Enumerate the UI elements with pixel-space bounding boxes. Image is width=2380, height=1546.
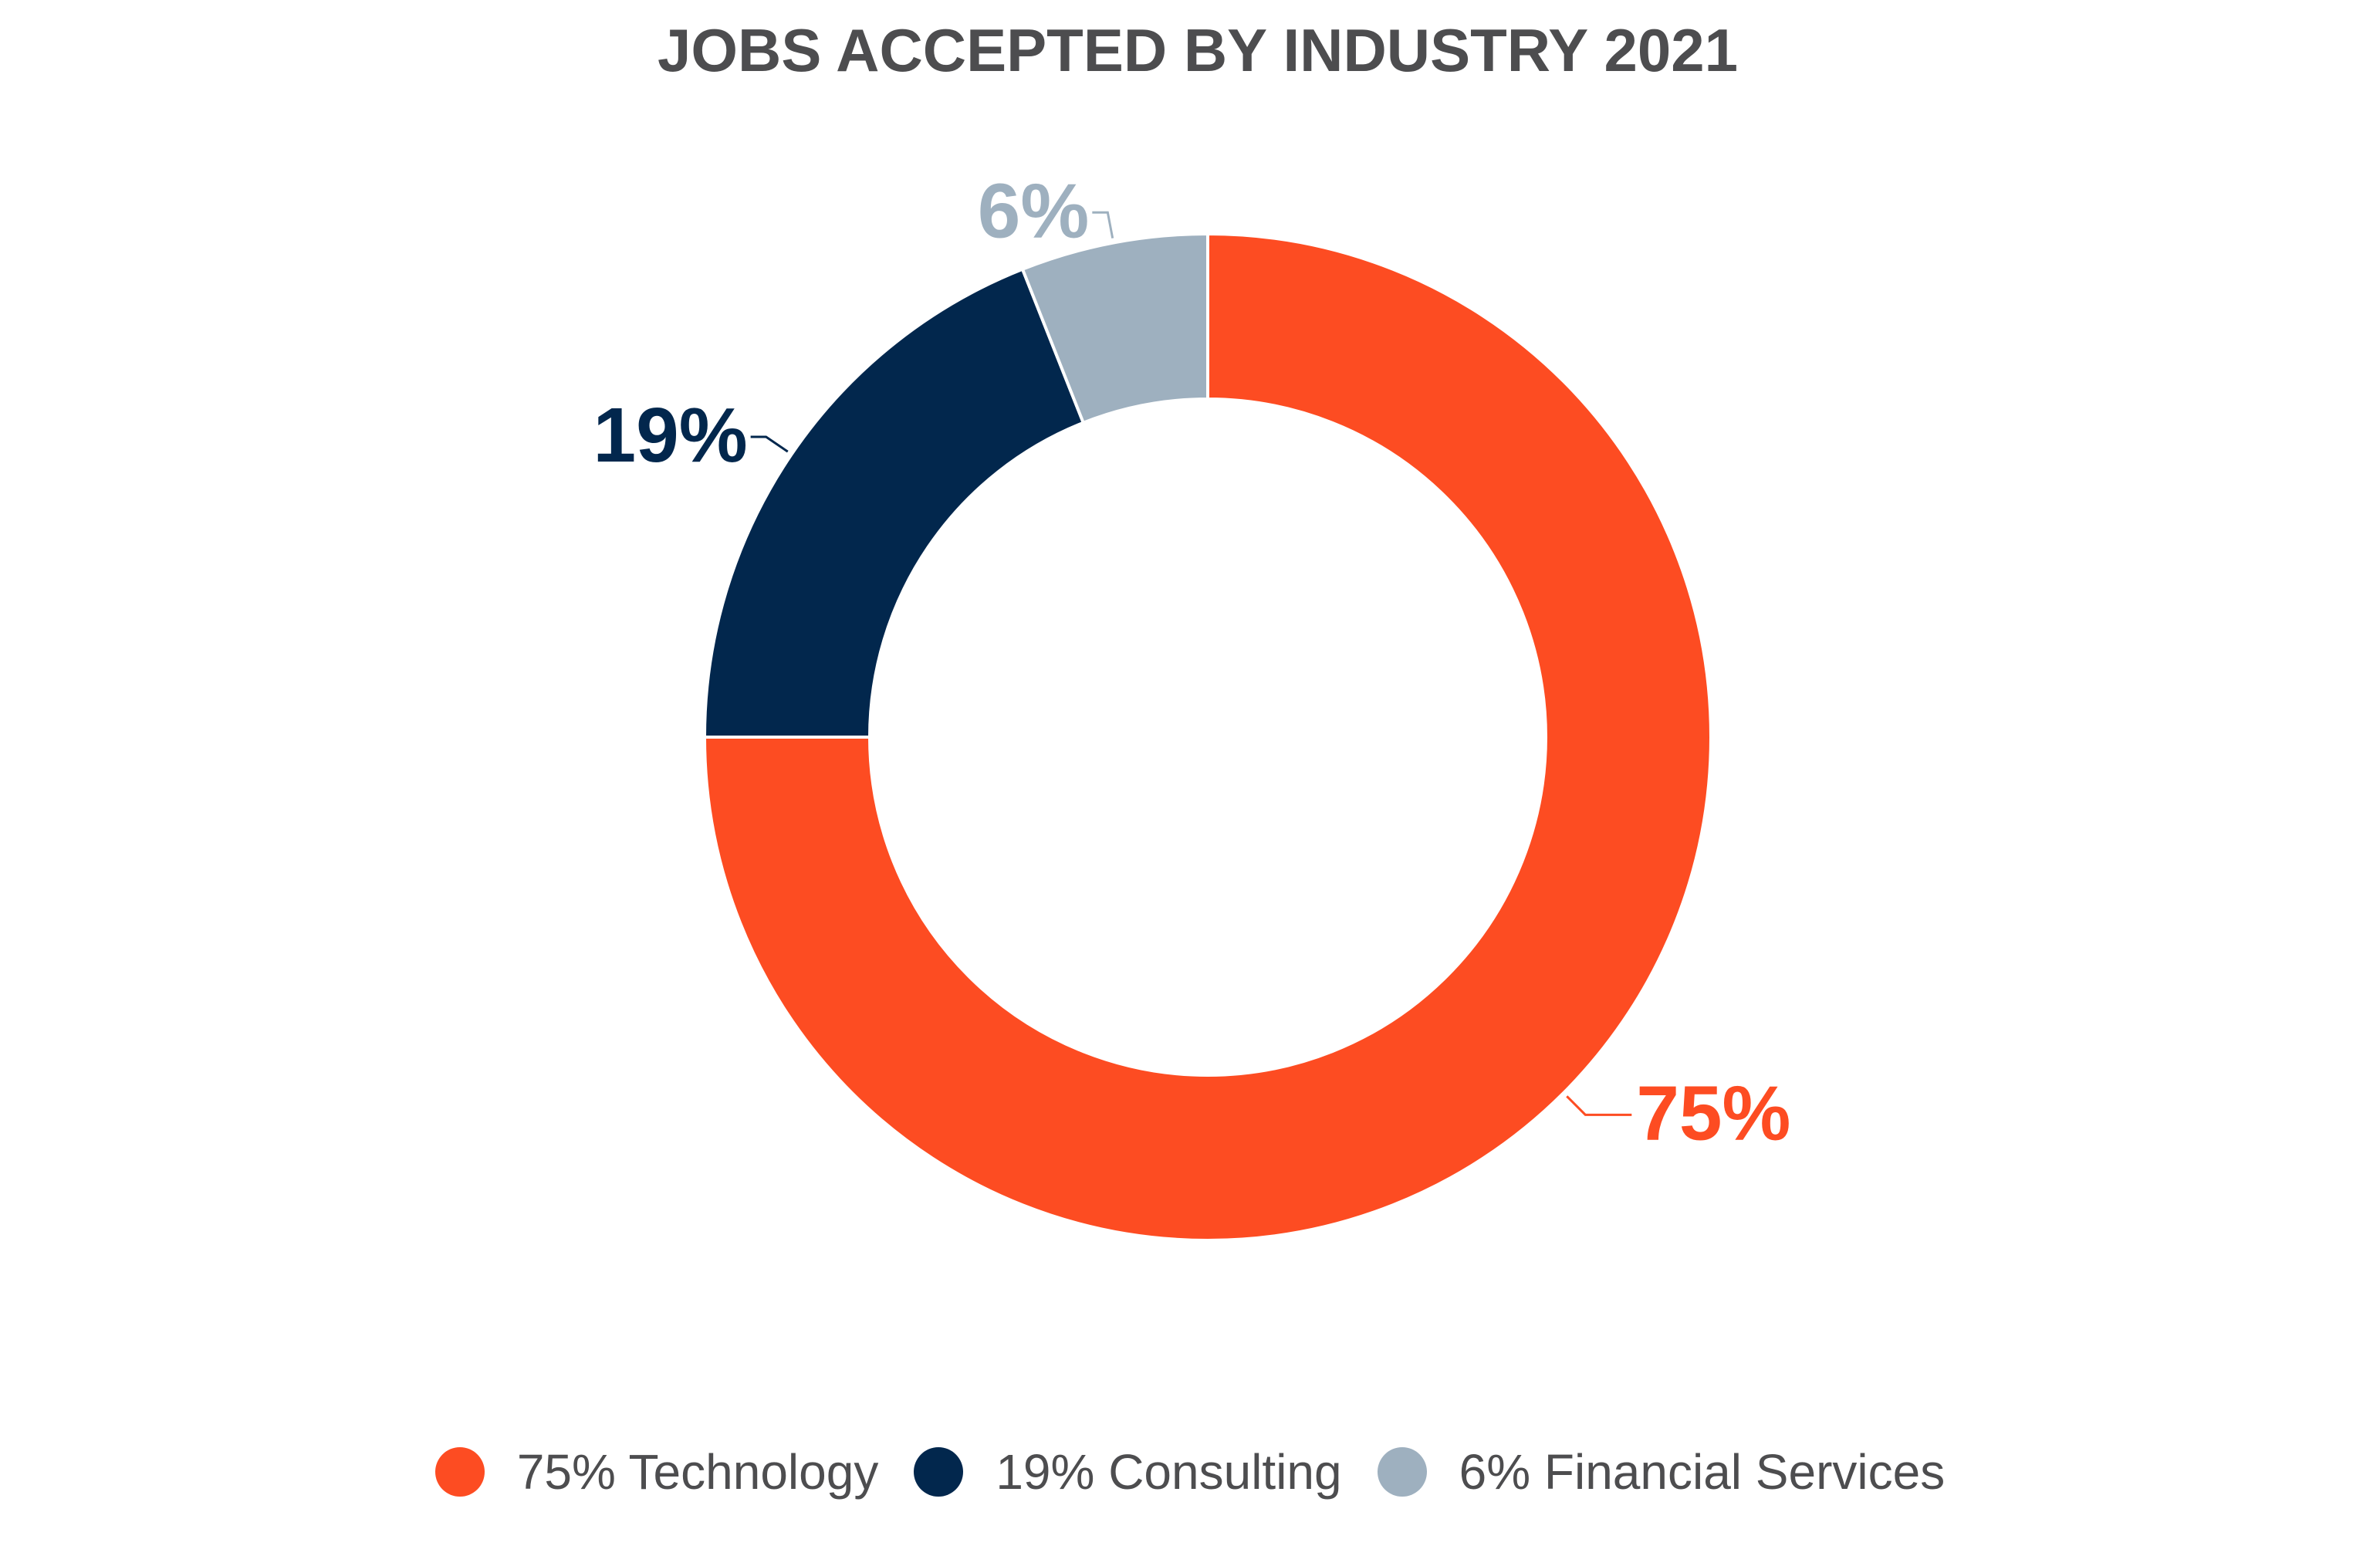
legend: 75% Technology 19% Consulting 6% Financial… [0,1443,2380,1500]
data-label-technology: 75% [1636,1070,1790,1156]
leader-line-financial-services [1092,211,1114,238]
data-label-financial-services: 6% [978,167,1090,254]
legend-item-technology: 75% Technology [434,1443,879,1500]
slice-technology [702,232,1712,1242]
data-label-consulting: 19% [593,392,748,479]
legend-swatch [1377,1447,1427,1497]
chart-title: JOBS ACCEPTED BY INDUSTRY 2021 [658,16,1738,84]
legend-item-consulting: 19% Consulting [914,1443,1342,1500]
legend-item-financial-services: 6% Financial Services [1377,1443,1946,1500]
legend-label: 75% Technology [516,1444,879,1500]
slice-financial-services [1020,232,1209,425]
legend-label: 19% Consulting [996,1444,1342,1500]
legend-swatch [434,1447,485,1497]
slice-consulting [702,267,1086,739]
leader-line-technology [1566,1095,1632,1116]
legend-swatch [914,1447,964,1497]
leader-line-consulting [750,435,789,453]
legend-label: 6% Financial Services [1459,1444,1946,1500]
